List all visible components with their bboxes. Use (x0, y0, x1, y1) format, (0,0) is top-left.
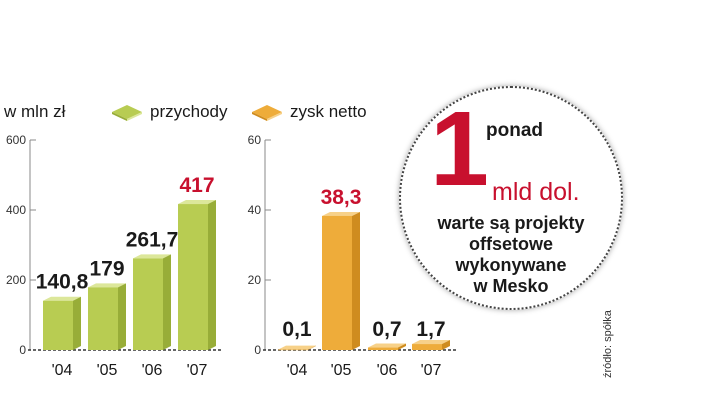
x-tick-label: '05 (331, 362, 352, 379)
callout-prefix: ponad (486, 120, 543, 141)
bar-side-face (308, 345, 316, 350)
revenue-swatch-icon (112, 105, 142, 121)
y-tick-label: 20 (248, 273, 262, 287)
bar-revenue (88, 287, 118, 350)
data-label: 261,7 (126, 228, 179, 251)
x-tick-label: '07 (421, 362, 442, 379)
bar-side-face (398, 343, 406, 350)
bar-top-face (412, 340, 450, 345)
data-label: 0,7 (372, 318, 401, 341)
bar-top-face (88, 283, 126, 288)
bar-side-face (352, 211, 360, 350)
data-label: 38,3 (321, 186, 362, 209)
bar-side-face (163, 254, 171, 350)
bar-side-face (208, 200, 216, 350)
bar-net-profit (322, 215, 352, 350)
y-tick-label: 40 (248, 203, 262, 217)
bar-side-face (118, 283, 126, 350)
source-note: źródło: spółka (602, 310, 614, 378)
x-tick-label: '05 (97, 362, 118, 379)
callout-unit: mld dol. (492, 178, 580, 206)
y-tick-label: 60 (248, 133, 262, 147)
bar-revenue (178, 204, 208, 350)
bar-top-face (322, 211, 360, 216)
unit-label: w mln zł (4, 102, 66, 121)
bar-revenue (43, 300, 73, 350)
bar-top-face (43, 296, 81, 301)
bar-top-face (178, 200, 216, 205)
callout-line: wykonywane (455, 255, 567, 275)
callout-circle: 1 ponad mld dol. warte są projekty offse… (399, 86, 623, 310)
legend-revenue-label: przychody (150, 102, 228, 121)
bar-side-face (73, 296, 81, 350)
bar-side-face (442, 340, 450, 350)
y-tick-label: 600 (6, 133, 26, 147)
data-label: 0,1 (282, 318, 312, 341)
bar-net-profit (278, 349, 308, 351)
net-profit-swatch-icon (252, 105, 282, 121)
bar-net-profit (412, 344, 442, 350)
x-tick-label: '04 (287, 362, 308, 379)
bar-top-face (278, 345, 316, 350)
x-tick-label: '04 (52, 362, 73, 379)
callout-line: warte są projekty (437, 213, 585, 233)
callout-line: offsetowe (468, 234, 553, 254)
x-tick-label: '06 (377, 362, 398, 379)
bar-top-face (368, 343, 406, 348)
data-label: 179 (89, 257, 124, 280)
legend-revenue: przychody (110, 102, 227, 122)
data-label: 140,8 (36, 271, 89, 294)
y-tick-label: 0 (254, 343, 261, 357)
legend-net-profit: zysk netto (250, 102, 367, 122)
data-label: 417 (179, 174, 214, 197)
y-tick-label: 400 (6, 203, 26, 217)
data-label: 1,7 (416, 318, 445, 341)
callout-description: warte są projekty offsetowe wykonywane w… (401, 213, 621, 297)
callout-number: 1 (430, 90, 489, 208)
legend-net-label: zysk netto (290, 102, 367, 121)
callout-line: w Mesko (473, 276, 549, 296)
y-tick-label: 200 (6, 273, 26, 287)
x-tick-label: '06 (142, 362, 163, 379)
y-tick-label: 0 (19, 343, 26, 357)
x-tick-label: '07 (187, 362, 208, 379)
bar-revenue (133, 258, 163, 350)
bar-top-face (133, 254, 171, 259)
bar-net-profit (368, 347, 398, 350)
